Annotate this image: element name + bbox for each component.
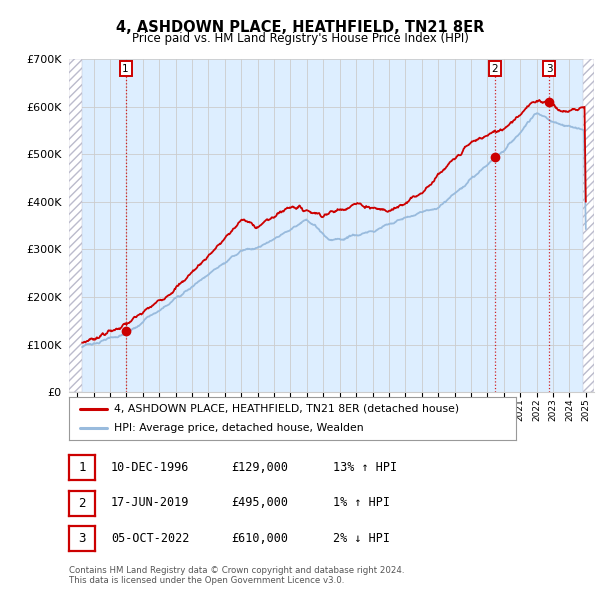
- Text: 4, ASHDOWN PLACE, HEATHFIELD, TN21 8ER: 4, ASHDOWN PLACE, HEATHFIELD, TN21 8ER: [116, 20, 484, 35]
- Text: £495,000: £495,000: [231, 496, 288, 509]
- Text: £610,000: £610,000: [231, 532, 288, 545]
- Text: 1: 1: [78, 461, 86, 474]
- Text: 4, ASHDOWN PLACE, HEATHFIELD, TN21 8ER (detached house): 4, ASHDOWN PLACE, HEATHFIELD, TN21 8ER (…: [114, 404, 459, 414]
- Text: 1: 1: [122, 64, 129, 74]
- Text: 2% ↓ HPI: 2% ↓ HPI: [333, 532, 390, 545]
- Text: Contains HM Land Registry data © Crown copyright and database right 2024.
This d: Contains HM Land Registry data © Crown c…: [69, 566, 404, 585]
- Text: 10-DEC-1996: 10-DEC-1996: [111, 461, 190, 474]
- Text: 05-OCT-2022: 05-OCT-2022: [111, 532, 190, 545]
- Text: 1% ↑ HPI: 1% ↑ HPI: [333, 496, 390, 509]
- Text: 17-JUN-2019: 17-JUN-2019: [111, 496, 190, 509]
- Text: 3: 3: [546, 64, 553, 74]
- Text: HPI: Average price, detached house, Wealden: HPI: Average price, detached house, Weal…: [114, 423, 364, 433]
- Text: £129,000: £129,000: [231, 461, 288, 474]
- Text: 3: 3: [78, 532, 86, 545]
- Text: Price paid vs. HM Land Registry's House Price Index (HPI): Price paid vs. HM Land Registry's House …: [131, 32, 469, 45]
- Text: 2: 2: [491, 64, 498, 74]
- Text: 2: 2: [78, 497, 86, 510]
- Text: 13% ↑ HPI: 13% ↑ HPI: [333, 461, 397, 474]
